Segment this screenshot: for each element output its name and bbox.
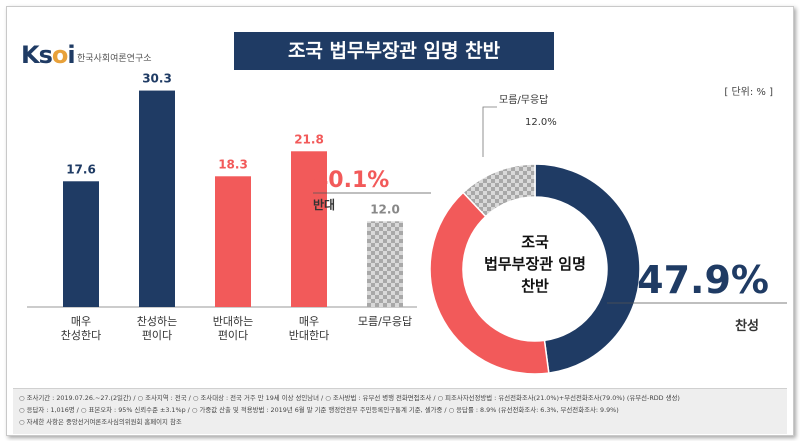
bar-value-label: 12.0 bbox=[370, 202, 400, 216]
logo-mark: Ksoi bbox=[21, 41, 76, 69]
category-label: 매우 반대한다 bbox=[289, 315, 329, 342]
chart-canvas: 17.6 매우 찬성한다 30.3 찬성하는 편이다 18.3 반대하는 편이다 21.8 매우 반대… bbox=[27, 72, 787, 375]
survey-notes: ○ 조사기간 : 2019.07.26.~27.(2일간) / ○ 조사지역 :… bbox=[13, 388, 787, 434]
infographic-frame: Ksoi 한국사회여론연구소 조국 법무부장관 임명 찬반 [ 단위: % ] … bbox=[6, 6, 794, 436]
page-title: 조국 법무부장관 임명 찬반 bbox=[234, 32, 554, 70]
bar bbox=[63, 181, 99, 307]
note-line: ○ 응답자 : 1,016명 / ○ 표본오차 : 95% 신뢰수준 ±3.1%… bbox=[19, 406, 619, 414]
slice-name-label: 반대 bbox=[313, 197, 335, 212]
bar-value-label: 17.6 bbox=[66, 162, 96, 176]
bar-chart: 17.6 매우 찬성한다 30.3 찬성하는 편이다 18.3 반대하는 편이다 21.8 매우 반대… bbox=[27, 72, 417, 342]
donut-center-label: 조국 법무부장관 임명 찬반 bbox=[484, 233, 586, 295]
bar bbox=[291, 151, 327, 307]
org-name: 한국사회여론연구소 bbox=[77, 54, 152, 64]
category-label: 모름/무응답 bbox=[358, 315, 412, 328]
slice-value-label: 12.0% bbox=[525, 117, 557, 128]
slice-name-label: 모름/무응답 bbox=[499, 94, 548, 106]
donut-slice bbox=[534, 163, 641, 374]
leader-line bbox=[482, 106, 497, 157]
bar-value-label: 21.8 bbox=[294, 132, 324, 146]
donut-slice bbox=[462, 163, 536, 218]
category-label: 반대하는 편이다 bbox=[213, 314, 253, 342]
note-line: ○ 자세한 사항은 중앙선거여론조사심의위원회 홈페이지 참조 bbox=[19, 418, 182, 426]
slice-value-label: 47.9% bbox=[637, 258, 769, 302]
slice-name-label: 찬성 bbox=[735, 318, 759, 334]
note-line: ○ 조사기간 : 2019.07.26.~27.(2일간) / ○ 조사지역 :… bbox=[19, 394, 680, 402]
bar bbox=[215, 176, 251, 307]
slice-value-label: 40.1% bbox=[313, 168, 389, 193]
bar-value-label: 30.3 bbox=[142, 72, 172, 86]
category-label: 찬성하는 편이다 bbox=[137, 314, 177, 342]
donut-slice bbox=[429, 191, 550, 375]
unit-label: [ 단위: % ] bbox=[724, 87, 773, 98]
category-label: 매우 찬성한다 bbox=[61, 315, 101, 342]
bar-value-label: 18.3 bbox=[218, 157, 248, 171]
bar bbox=[139, 90, 175, 307]
bar bbox=[367, 221, 403, 307]
